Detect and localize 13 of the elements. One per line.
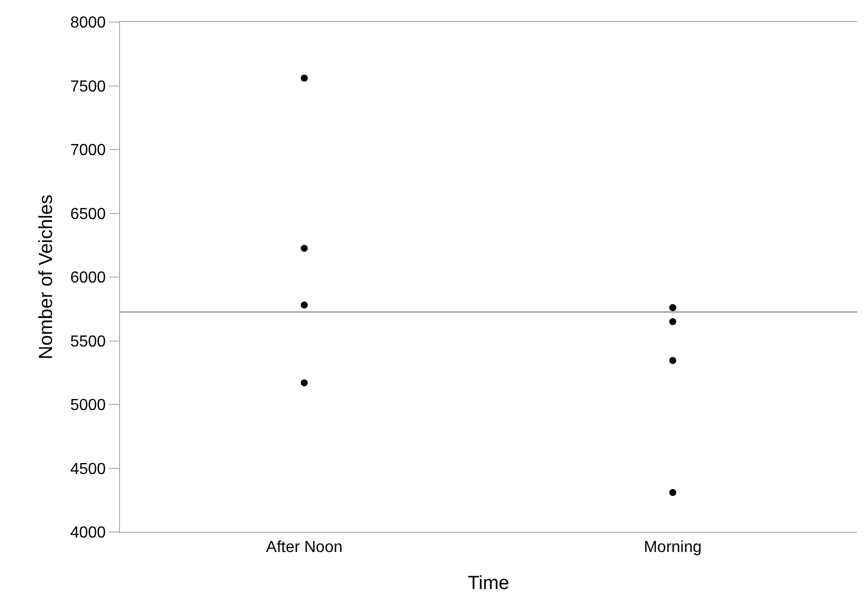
x-tick-label: Morning (644, 539, 702, 556)
y-tick-label: 4000 (70, 524, 106, 542)
y-tick-label: 7500 (70, 78, 106, 96)
y-tick-label: 4500 (70, 460, 106, 478)
y-tick-label: 5000 (70, 397, 106, 414)
y-tick-label: 6500 (70, 206, 106, 223)
x-tick-label: After Noon (266, 539, 342, 556)
x-axis-title: Time (468, 573, 510, 594)
y-axis-title: Nomber of Veichles (36, 194, 58, 360)
y-tick-label: 8000 (70, 14, 106, 32)
y-tick-label: 5500 (70, 333, 106, 350)
y-tick-label: 6000 (70, 270, 106, 287)
y-tick-label: 7000 (70, 142, 106, 160)
